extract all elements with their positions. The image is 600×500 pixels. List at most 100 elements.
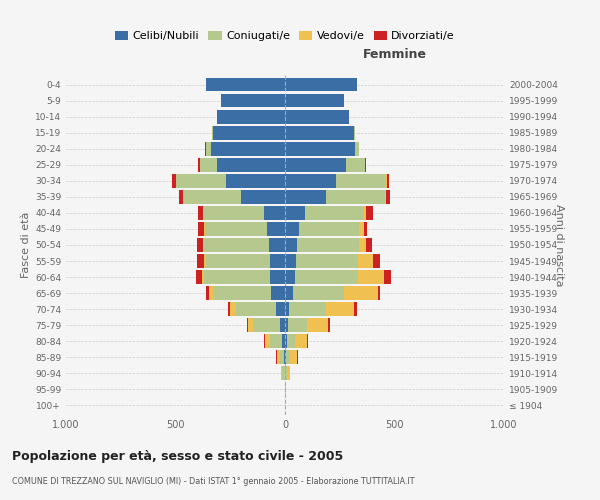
Bar xyxy=(344,286,378,300)
Bar xyxy=(383,270,391,284)
Bar xyxy=(373,254,380,268)
Bar xyxy=(285,94,344,108)
Bar xyxy=(204,222,205,236)
Bar xyxy=(269,254,285,268)
Bar xyxy=(280,350,284,364)
Bar xyxy=(205,222,268,236)
Bar xyxy=(354,302,357,316)
Bar xyxy=(196,270,202,284)
Bar xyxy=(206,286,209,300)
Bar xyxy=(287,366,290,380)
Bar xyxy=(284,350,285,364)
Bar xyxy=(248,318,253,332)
Bar xyxy=(365,158,366,172)
Bar xyxy=(287,334,295,348)
Bar xyxy=(212,126,213,140)
Bar xyxy=(288,318,307,332)
Bar xyxy=(283,366,284,380)
Bar xyxy=(277,350,280,364)
Bar xyxy=(269,238,285,252)
Bar xyxy=(364,222,367,236)
Bar xyxy=(176,174,226,188)
Bar xyxy=(281,366,283,380)
Bar xyxy=(328,318,330,332)
Bar xyxy=(230,302,236,316)
Bar xyxy=(203,238,204,252)
Bar xyxy=(241,190,285,203)
Bar xyxy=(221,94,285,108)
Bar xyxy=(359,222,364,236)
Bar xyxy=(296,254,358,268)
Bar xyxy=(199,206,203,220)
Bar xyxy=(199,158,200,172)
Bar xyxy=(295,334,307,348)
Bar xyxy=(366,238,371,252)
Bar xyxy=(355,142,359,156)
Bar xyxy=(378,286,380,300)
Text: Femmine: Femmine xyxy=(362,48,427,62)
Bar xyxy=(276,350,277,364)
Bar xyxy=(337,174,386,188)
Bar xyxy=(269,270,285,284)
Y-axis label: Fasce di età: Fasce di età xyxy=(21,212,31,278)
Bar xyxy=(366,206,373,220)
Bar xyxy=(285,142,355,156)
Bar xyxy=(265,334,269,348)
Bar xyxy=(285,334,287,348)
Bar xyxy=(209,286,213,300)
Bar xyxy=(285,126,354,140)
Bar xyxy=(282,334,285,348)
Bar xyxy=(285,254,296,268)
Bar xyxy=(299,222,359,236)
Bar xyxy=(247,318,248,332)
Bar xyxy=(358,254,373,268)
Bar xyxy=(326,302,354,316)
Bar xyxy=(386,174,387,188)
Bar xyxy=(197,238,203,252)
Bar xyxy=(387,174,389,188)
Bar xyxy=(354,126,355,140)
Bar xyxy=(285,318,288,332)
Bar xyxy=(211,142,285,156)
Bar xyxy=(213,126,285,140)
Bar xyxy=(285,158,346,172)
Bar xyxy=(205,142,206,156)
Text: COMUNE DI TREZZANO SUL NAVIGLIO (MI) - Dati ISTAT 1° gennaio 2005 - Elaborazione: COMUNE DI TREZZANO SUL NAVIGLIO (MI) - D… xyxy=(12,478,415,486)
Bar xyxy=(202,270,204,284)
Bar xyxy=(228,302,230,316)
Bar xyxy=(326,190,385,203)
Bar xyxy=(285,222,299,236)
Bar xyxy=(204,254,206,268)
Bar xyxy=(364,206,366,220)
Bar xyxy=(285,270,295,284)
Bar xyxy=(200,158,217,172)
Bar xyxy=(206,142,211,156)
Bar xyxy=(290,350,296,364)
Bar xyxy=(289,302,326,316)
Bar xyxy=(285,78,357,92)
Bar xyxy=(285,238,297,252)
Bar xyxy=(346,158,365,172)
Bar xyxy=(307,318,328,332)
Bar xyxy=(172,174,176,188)
Bar xyxy=(179,190,183,203)
Bar xyxy=(307,334,308,348)
Bar xyxy=(217,110,285,124)
Bar xyxy=(297,238,359,252)
Bar xyxy=(264,206,285,220)
Text: Popolazione per età, sesso e stato civile - 2005: Popolazione per età, sesso e stato civil… xyxy=(12,450,343,463)
Bar xyxy=(285,206,305,220)
Bar xyxy=(217,158,285,172)
Bar xyxy=(206,254,269,268)
Bar xyxy=(183,190,241,203)
Bar xyxy=(359,238,366,252)
Bar xyxy=(204,238,269,252)
Bar xyxy=(213,286,271,300)
Bar xyxy=(271,286,285,300)
Bar xyxy=(206,78,285,92)
Bar xyxy=(293,286,344,300)
Bar xyxy=(285,302,289,316)
Bar xyxy=(296,350,298,364)
Bar xyxy=(286,366,287,380)
Y-axis label: Anni di nascita: Anni di nascita xyxy=(554,204,563,286)
